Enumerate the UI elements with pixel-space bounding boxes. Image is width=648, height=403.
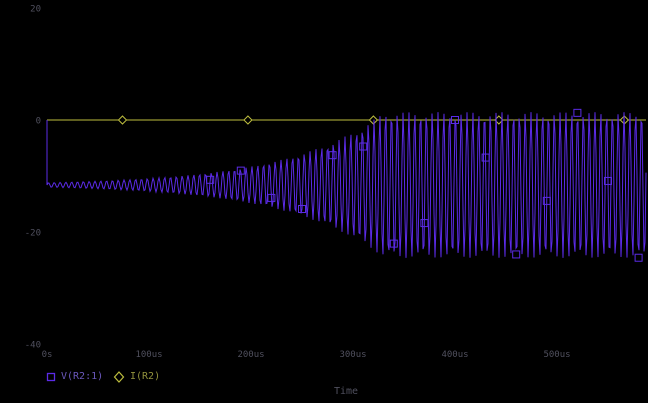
square-marker-icon bbox=[46, 372, 56, 381]
square-trace-marker bbox=[420, 219, 429, 228]
square-trace-marker bbox=[573, 108, 582, 117]
square-trace-marker bbox=[634, 253, 643, 262]
legend-item-voltage-trace[interactable]: V(R2:1) bbox=[46, 369, 103, 384]
legend-label-current: I(R2) bbox=[130, 371, 161, 382]
y-tick-label: -20 bbox=[25, 229, 41, 239]
trace-legend: V(R2:1) I(R2) bbox=[0, 369, 648, 384]
square-trace-marker bbox=[298, 204, 306, 213]
y-tick-label: 20 bbox=[30, 5, 41, 15]
diamond-trace-marker bbox=[243, 115, 253, 125]
x-tick-label: 200us bbox=[237, 350, 264, 360]
diamond-marker-icon bbox=[113, 370, 125, 383]
legend-item-current-trace[interactable]: I(R2) bbox=[113, 369, 160, 384]
square-trace-marker bbox=[236, 166, 245, 175]
x-tick-label: 500us bbox=[543, 350, 570, 360]
square-trace-marker bbox=[451, 116, 459, 125]
square-trace-marker bbox=[267, 193, 276, 202]
y-tick-label: -40 bbox=[25, 341, 41, 351]
legend-label-voltage: V(R2:1) bbox=[61, 371, 104, 382]
square-trace-marker bbox=[542, 196, 551, 205]
x-tick-label: 300us bbox=[339, 350, 366, 360]
voltage-waveform-trace bbox=[46, 112, 647, 258]
x-tick-label: 400us bbox=[441, 350, 468, 360]
square-trace-marker bbox=[206, 175, 215, 184]
square-trace-marker bbox=[604, 176, 612, 185]
x-tick-label: 0s bbox=[42, 350, 53, 360]
y-tick-label: 0 bbox=[36, 117, 41, 127]
x-axis-title: Time bbox=[333, 386, 359, 397]
square-trace-marker bbox=[512, 250, 521, 259]
square-trace-marker bbox=[328, 151, 337, 160]
square-trace-marker bbox=[389, 239, 398, 248]
diamond-trace-marker bbox=[368, 115, 379, 125]
square-trace-marker bbox=[359, 142, 368, 151]
x-tick-label: 100us bbox=[135, 350, 162, 360]
diamond-trace-marker bbox=[117, 115, 128, 125]
square-trace-marker bbox=[481, 153, 490, 162]
